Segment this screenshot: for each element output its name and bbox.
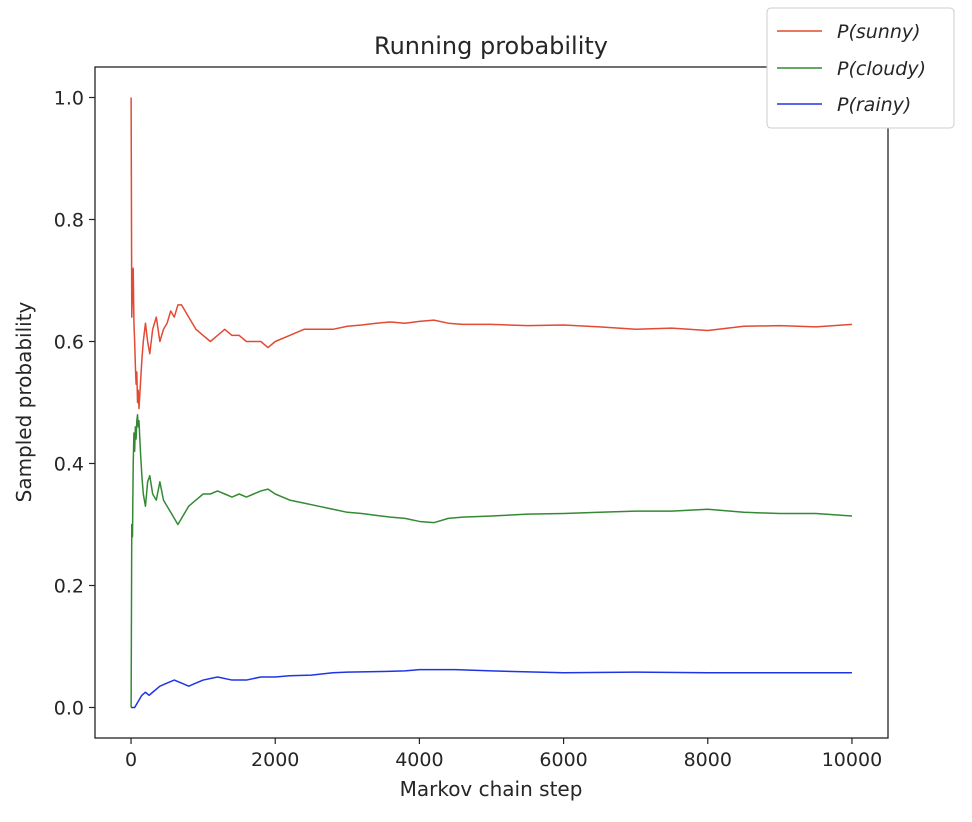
x-axis-label: Markov chain step <box>400 777 583 801</box>
chart-title: Running probability <box>374 32 608 60</box>
y-axis-label: Sampled probability <box>12 301 36 502</box>
x-axis: 0 2000 4000 6000 8000 10000 <box>125 738 882 771</box>
x-tick-label: 8000 <box>684 749 732 771</box>
plot-area-background <box>95 67 888 738</box>
y-axis: 0.0 0.2 0.4 0.6 0.8 1.0 <box>54 88 95 720</box>
series-line-cloudy <box>130 413 853 708</box>
x-tick-label: 6000 <box>539 749 587 771</box>
x-tick-label: 2000 <box>251 749 299 771</box>
series-layer <box>130 97 853 709</box>
series-line-rainy <box>131 668 852 709</box>
x-tick-label: 0 <box>125 749 137 771</box>
plot-frame <box>94 66 889 739</box>
legend-label-sunny: P(sunny) <box>837 21 921 43</box>
series-line-sunny <box>130 97 853 410</box>
legend-box <box>766 7 955 129</box>
y-tick-label: 0.4 <box>54 454 84 476</box>
x-tick-label: 10000 <box>822 749 882 771</box>
y-tick-label: 1.0 <box>54 88 84 110</box>
legend: P(sunny) P(cloudy) P(rainy) <box>766 7 955 129</box>
y-tick-label: 0.0 <box>54 698 84 720</box>
y-tick-label: 0.6 <box>54 332 84 354</box>
x-tick-label: 4000 <box>395 749 443 771</box>
legend-label-cloudy: P(cloudy) <box>837 58 926 80</box>
y-tick-label: 0.8 <box>54 210 84 232</box>
legend-label-rainy: P(rainy) <box>837 94 911 116</box>
y-tick-label: 0.2 <box>54 576 84 598</box>
